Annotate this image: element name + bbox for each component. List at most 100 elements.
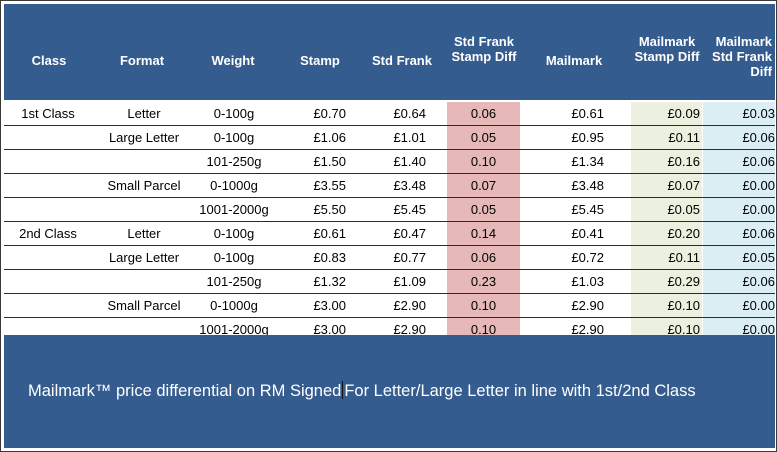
cell-std-frank-stamp-diff: 0.23 (447, 270, 520, 293)
cell-stamp: £5.50 (313, 202, 346, 217)
cell-mailmark: £0.61 (571, 106, 604, 121)
cell-std-frank-stamp-diff: 0.10 (447, 294, 520, 317)
cell-class (4, 294, 92, 317)
cell-mailmark: £0.95 (571, 130, 604, 145)
header-weight: Weight (211, 53, 255, 68)
cell-std-frank-stamp-diff: 0.07 (447, 174, 520, 197)
cell-std-frank-stamp-diff: 0.05 (447, 126, 520, 149)
cell-std-frank: £5.45 (393, 202, 426, 217)
table-row: 1st Class Letter 0-100g £0.70 £0.64 0.06 £0.61… (4, 102, 775, 126)
cell-mailmark-std-frank-diff: £0.06 (703, 126, 775, 149)
footer-banner: Mailmark™ price differential on RM Signe… (4, 335, 775, 448)
cell-stamp: £3.00 (313, 322, 346, 337)
cell-mailmark: £0.72 (571, 250, 604, 265)
header-mailmark-std-frank-diff: Mailmark Std Frank Diff (698, 34, 772, 79)
cell-mailmark: £1.03 (571, 274, 604, 289)
cell-std-frank: £2.90 (393, 298, 426, 313)
table-body: 1st Class Letter 0-100g £0.70 £0.64 0.06 £0.61… (4, 102, 775, 341)
cell-weight: 0-100g (213, 250, 255, 265)
footer-note: Mailmark™ price differential on RM Signe… (28, 381, 696, 401)
cell-stamp: £0.61 (313, 226, 346, 241)
cell-format: Letter (127, 106, 161, 121)
cell-mailmark: £2.90 (571, 322, 604, 337)
cell-std-frank: £0.47 (393, 226, 426, 241)
header-mailmark-stamp-diff-line2: Stamp Diff (634, 49, 700, 64)
cell-stamp: £3.00 (313, 298, 346, 313)
header-std-frank-stamp-diff-line1: Std Frank (454, 34, 514, 49)
cell-weight: 0-100g (213, 130, 255, 145)
cell-mailmark-stamp-diff: £0.09 (631, 102, 702, 125)
cell-mailmark-std-frank-diff: £0.05 (703, 246, 775, 269)
cell-weight: 101-250g (206, 154, 262, 169)
cell-format (97, 198, 191, 221)
table-row: Large Letter 0-100g £0.83 £0.77 0.06 £0.72 £0.… (4, 246, 775, 270)
cell-mailmark: £1.34 (571, 154, 604, 169)
header-class: Class (31, 53, 67, 68)
header-mailmark-std-frank-diff-line1: Mailmark (715, 34, 772, 49)
cell-format: Small Parcel (107, 298, 181, 313)
header-mailmark-stamp-diff-line1: Mailmark (638, 34, 696, 49)
cell-weight: 1001-2000g (199, 202, 269, 217)
cell-weight: 0-100g (213, 106, 255, 121)
table-header: Class Format Weight Stamp Std Frank Std … (4, 4, 775, 100)
cell-class: 2nd Class (19, 226, 77, 241)
cell-std-frank: £0.77 (393, 250, 426, 265)
cell-mailmark-stamp-diff: £0.10 (631, 294, 702, 317)
cell-std-frank: £3.48 (393, 178, 426, 193)
cell-format: Small Parcel (107, 178, 181, 193)
header-mailmark: Mailmark (545, 53, 603, 68)
header-mailmark-std-frank-diff-line3: Diff (750, 64, 772, 79)
cell-weight: 0-100g (213, 226, 255, 241)
table-row: 2nd Class Letter 0-100g £0.61 £0.47 0.14 £0.41… (4, 222, 775, 246)
cell-weight: 0-1000g (210, 298, 258, 313)
cell-format: Large Letter (108, 250, 180, 265)
cell-mailmark: £3.48 (571, 178, 604, 193)
header-std-frank-stamp-diff-line2: Stamp Diff (451, 49, 517, 64)
table-row: Small Parcel 0-1000g £3.55 £3.48 0.07 £3.48 £0… (4, 174, 775, 198)
header-format: Format (119, 53, 165, 68)
cell-weight: 1001-2000g (199, 322, 269, 337)
cell-mailmark-std-frank-diff: £0.06 (703, 270, 775, 293)
cell-std-frank-stamp-diff: 0.14 (447, 222, 520, 245)
cell-std-frank-stamp-diff: 0.06 (447, 246, 520, 269)
cell-mailmark: £0.41 (571, 226, 604, 241)
cell-stamp: £0.70 (313, 106, 346, 121)
table-row: Small Parcel 0-1000g £3.00 £2.90 0.10 £2.90 £0… (4, 294, 775, 318)
cell-std-frank: £1.01 (393, 130, 426, 145)
cell-mailmark-stamp-diff: £0.11 (631, 126, 702, 149)
header-mailmark-std-frank-diff-line2: Std Frank (712, 49, 772, 64)
cell-mailmark-stamp-diff: £0.05 (631, 198, 702, 221)
cell-mailmark-std-frank-diff: £0.00 (703, 294, 775, 317)
cell-std-frank-stamp-diff: 0.10 (447, 150, 520, 173)
header-std-frank-stamp-diff: Std Frank Stamp Diff (444, 34, 524, 64)
cell-class: 1st Class (21, 106, 75, 121)
cell-stamp: £1.32 (313, 274, 346, 289)
cell-std-frank: £1.40 (393, 154, 426, 169)
cell-mailmark-std-frank-diff: £0.00 (703, 174, 775, 197)
cell-stamp: £3.55 (313, 178, 346, 193)
cell-std-frank-stamp-diff: 0.06 (447, 102, 520, 125)
cell-class (4, 246, 92, 269)
cell-mailmark: £2.90 (571, 298, 604, 313)
cell-mailmark-std-frank-diff: £0.06 (703, 222, 775, 245)
footer-note-part2: For Letter/Large Letter in line with 1st… (344, 382, 696, 400)
cell-class (4, 126, 92, 149)
cell-mailmark-std-frank-diff: £0.06 (703, 150, 775, 173)
cell-mailmark-stamp-diff: £0.07 (631, 174, 702, 197)
cell-class (4, 198, 92, 221)
cell-mailmark-stamp-diff: £0.11 (631, 246, 702, 269)
cell-stamp: £1.50 (313, 154, 346, 169)
cell-format: Large Letter (108, 130, 180, 145)
cell-class (4, 270, 92, 293)
cell-mailmark-stamp-diff: £0.20 (631, 222, 702, 245)
cell-std-frank: £1.09 (393, 274, 426, 289)
cell-class (4, 150, 92, 173)
cell-format (97, 150, 191, 173)
header-mailmark-stamp-diff: Mailmark Stamp Diff (630, 34, 704, 64)
cell-weight: 0-1000g (210, 178, 258, 193)
cell-std-frank: £2.90 (393, 322, 426, 337)
table-row: 1001-2000g £5.50 £5.45 0.05 £5.45 £0.05 £0.00 (4, 198, 775, 222)
text-cursor-separator (342, 381, 344, 399)
table-row: Large Letter 0-100g £1.06 £1.01 0.05 £0.95 £0.… (4, 126, 775, 150)
